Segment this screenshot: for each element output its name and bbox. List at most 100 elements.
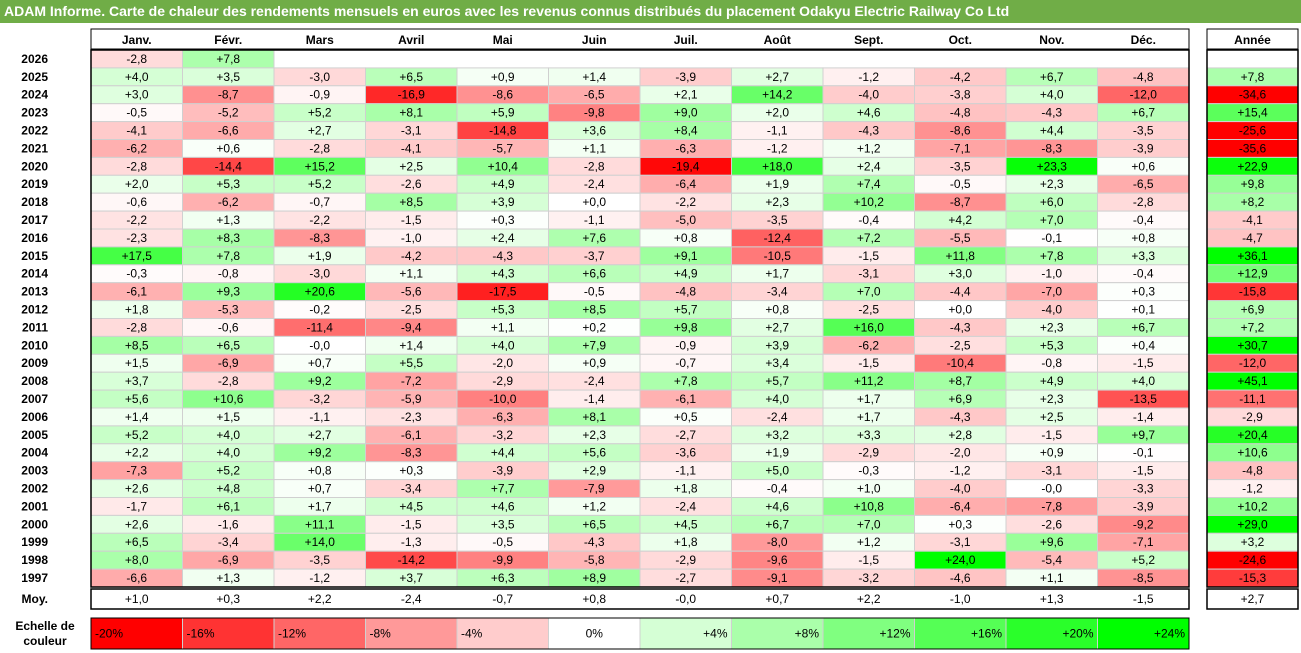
- year-label: 2018: [21, 195, 48, 209]
- month-header: Août: [764, 33, 791, 47]
- year-label: 1999: [21, 535, 48, 549]
- heat-cell-value: +1,8: [674, 535, 698, 549]
- heat-cell-value: +7,9: [582, 338, 606, 352]
- heat-cell-value: -6,5: [1133, 177, 1154, 191]
- heat-cell-value: +0,3: [948, 517, 972, 531]
- heat-cell-value: +1,9: [765, 446, 789, 460]
- heat-cell-value: -6,1: [126, 285, 147, 299]
- heat-cell-value: -4,4: [950, 285, 971, 299]
- heat-cell-value: -6,3: [492, 410, 513, 424]
- heat-cell-value: +1,5: [216, 410, 240, 424]
- heat-cell-value: +4,8: [216, 482, 240, 496]
- heat-cell-value: -1,2: [767, 141, 788, 155]
- scale-swatch-label: +24%: [1154, 627, 1185, 641]
- heat-cell-value: -3,2: [492, 428, 513, 442]
- heat-cell-value: -5,5: [950, 231, 971, 245]
- heat-cell-value: +9,3: [216, 285, 240, 299]
- average-label: Moy.: [22, 592, 48, 606]
- year-label: 2013: [21, 285, 48, 299]
- heat-cell-value: -3,4: [218, 535, 239, 549]
- heat-cell-value: -0,5: [492, 535, 513, 549]
- scale-border: [90, 617, 1190, 650]
- heat-cell-value: -2,9: [858, 446, 879, 460]
- annual-cell-value: +30,7: [1237, 338, 1268, 352]
- year-label: 2022: [21, 124, 48, 138]
- heat-cell-value: -1,2: [858, 70, 879, 84]
- heat-cell-value: -3,2: [858, 571, 879, 585]
- heat-cell-value: +2,6: [125, 517, 149, 531]
- heat-cell-value: -2,7: [675, 571, 696, 585]
- heat-cell-value: +1,2: [857, 141, 881, 155]
- heat-cell-value: +6,5: [582, 517, 606, 531]
- heat-cell-value: -8,6: [492, 88, 513, 102]
- heat-cell-value: -2,0: [492, 356, 513, 370]
- heat-cell-value: -2,5: [858, 303, 879, 317]
- heat-cell-value: +6,7: [1131, 320, 1155, 334]
- heat-cell-value: -6,6: [126, 571, 147, 585]
- heat-cell-value: +0,3: [1131, 285, 1155, 299]
- year-label: 2007: [21, 392, 48, 406]
- heat-cell-value: +5,9: [491, 106, 515, 120]
- year-label: 2000: [21, 517, 48, 531]
- heat-cell-value: -6,2: [218, 195, 239, 209]
- heat-cell-value: +3,9: [491, 195, 515, 209]
- annual-cell-value: +29,0: [1237, 517, 1268, 531]
- heat-cell-value: -0,6: [126, 195, 147, 209]
- heat-cell-value: -6,1: [675, 392, 696, 406]
- heat-cell-value: -14,8: [489, 124, 517, 138]
- heat-cell-value: -1,2: [950, 464, 971, 478]
- heat-cell-value: +5,7: [765, 374, 789, 388]
- heat-cell-value: +9,8: [674, 320, 698, 334]
- header-row: [90, 28, 1190, 50]
- heat-cell-value: +8,4: [674, 124, 698, 138]
- heat-cell-value: -5,7: [492, 141, 513, 155]
- heat-cell-value: +10,8: [854, 499, 885, 513]
- annual-cell-value: -35,6: [1239, 141, 1267, 155]
- annual-cell-value: -1,2: [1242, 482, 1263, 496]
- heat-cell-value: +1,8: [125, 303, 149, 317]
- heat-cell-value: +9,2: [308, 374, 332, 388]
- annual-cell-value: +12,9: [1237, 267, 1268, 281]
- heat-cell-value: -5,4: [1041, 553, 1062, 567]
- average-value: +0,3: [216, 592, 240, 606]
- heat-cell-value: +9,2: [308, 446, 332, 460]
- heat-cell-value: +2,7: [765, 320, 789, 334]
- heat-cell-value: -7,2: [401, 374, 422, 388]
- annual-cell-value: +6,9: [1241, 303, 1265, 317]
- month-header: Mars: [306, 33, 334, 47]
- heat-cell-value: +0,3: [491, 213, 515, 227]
- heat-cell-value: -0,4: [1133, 213, 1154, 227]
- heat-cell-value: -9,1: [767, 571, 788, 585]
- annual-cell-value: +45,1: [1237, 374, 1268, 388]
- chart-title: ADAM Informe. Carte de chaleur des rende…: [0, 0, 1301, 23]
- annual-cell-value: +15,4: [1237, 106, 1268, 120]
- annual-cell-value: -11,1: [1239, 392, 1266, 406]
- heat-cell-value: -4,2: [401, 249, 422, 263]
- heat-cell-value: -3,4: [401, 482, 422, 496]
- heat-cell-value: -14,4: [215, 159, 243, 173]
- heat-cell-value: +0,0: [948, 303, 972, 317]
- heat-cell-value: -1,1: [767, 124, 788, 138]
- heat-cell-value: +11,2: [854, 374, 884, 388]
- heat-cell-value: +0,6: [1131, 159, 1155, 173]
- heat-cell-value: +7,0: [857, 517, 881, 531]
- heat-cell-value: -1,5: [858, 356, 879, 370]
- heat-cell-value: +2,7: [308, 124, 332, 138]
- annual-cell-value: -34,6: [1239, 88, 1267, 102]
- year-label: 2019: [21, 177, 48, 191]
- heat-cell-value: +5,2: [1131, 553, 1155, 567]
- heat-cell-value: -4,8: [950, 106, 971, 120]
- heat-cell-value: -6,3: [675, 141, 696, 155]
- heat-cell-value: +2,4: [857, 159, 881, 173]
- heat-cell-value: +3,5: [216, 70, 240, 84]
- annual-cell-value: -12,0: [1239, 356, 1267, 370]
- heat-cell-value: +1,9: [308, 249, 332, 263]
- heat-cell-value: +0,2: [582, 320, 606, 334]
- heat-cell-value: -0,8: [218, 267, 239, 281]
- heat-cell-value: -2,8: [584, 159, 605, 173]
- heat-cell-value: +1,4: [399, 338, 423, 352]
- heat-cell-value: +4,4: [491, 446, 515, 460]
- heat-cell-value: +5,2: [125, 428, 149, 442]
- annual-cell-value: +8,2: [1241, 195, 1265, 209]
- heat-cell-value: +0,8: [674, 231, 698, 245]
